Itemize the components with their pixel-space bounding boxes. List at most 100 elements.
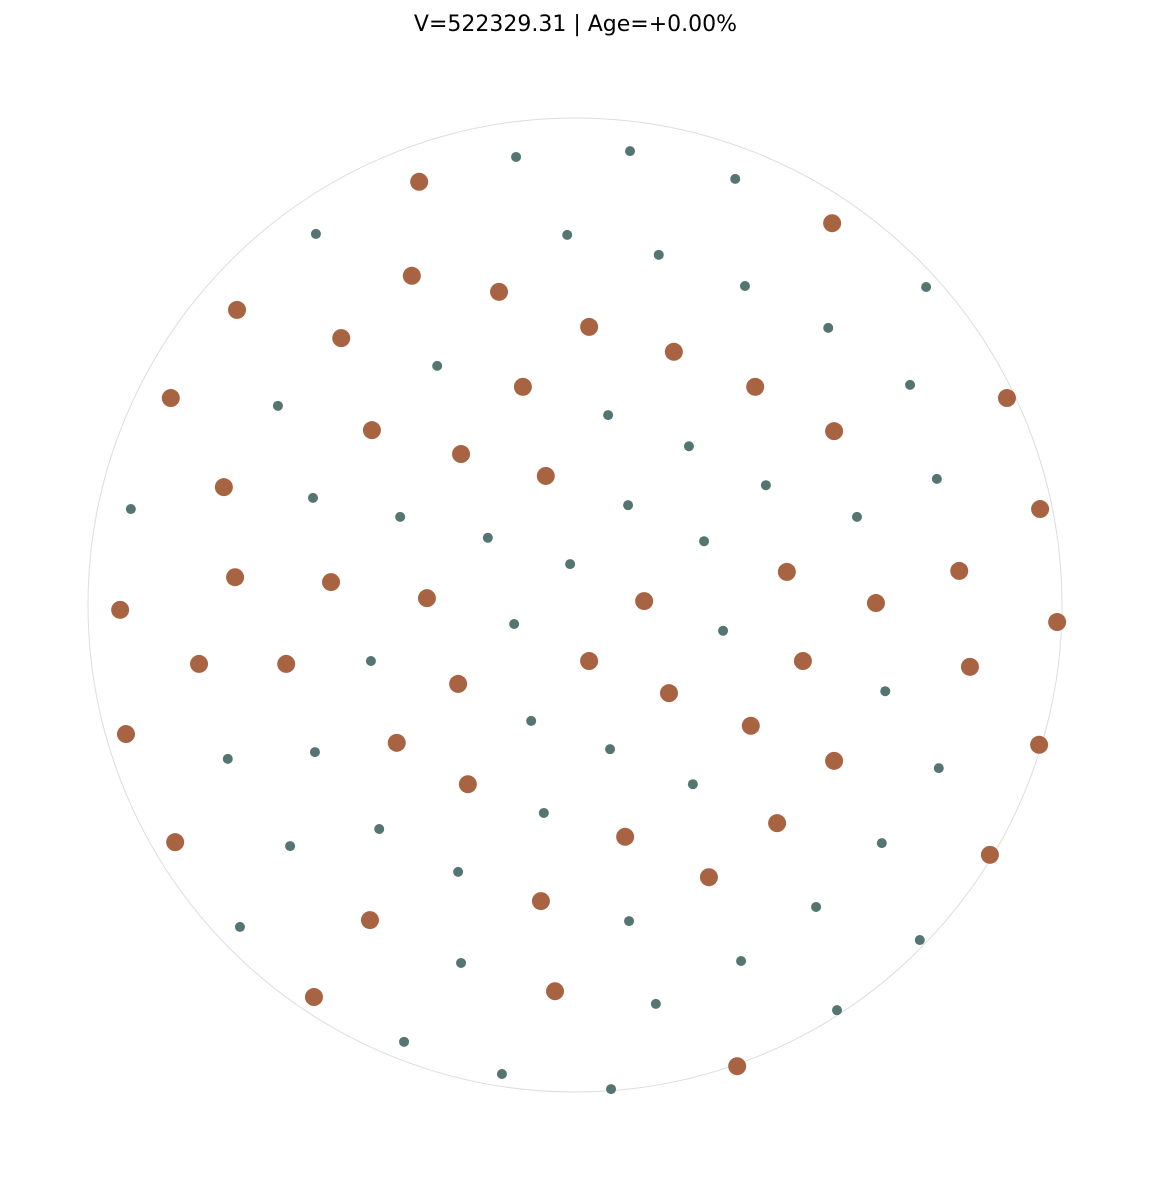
small-point bbox=[687, 779, 698, 790]
large-point bbox=[768, 814, 787, 833]
large-point bbox=[116, 725, 135, 744]
small-point bbox=[933, 763, 944, 774]
small-point bbox=[482, 532, 493, 543]
large-point bbox=[793, 652, 812, 671]
large-point bbox=[659, 684, 678, 703]
large-point bbox=[226, 568, 245, 587]
small-point bbox=[511, 151, 522, 162]
large-point bbox=[960, 657, 979, 676]
large-point bbox=[1048, 613, 1067, 632]
small-point bbox=[395, 511, 406, 522]
small-point bbox=[456, 957, 467, 968]
small-point bbox=[272, 400, 283, 411]
large-point bbox=[111, 600, 130, 619]
small-point bbox=[509, 618, 520, 629]
large-point bbox=[452, 445, 471, 464]
large-point bbox=[825, 751, 844, 770]
small-point bbox=[736, 955, 747, 966]
large-point bbox=[635, 592, 654, 611]
large-point bbox=[277, 654, 296, 673]
large-point bbox=[997, 389, 1016, 408]
large-point bbox=[304, 988, 323, 1007]
large-point bbox=[362, 421, 381, 440]
large-point bbox=[950, 561, 969, 580]
small-point bbox=[650, 998, 661, 1009]
small-point bbox=[222, 753, 233, 764]
small-point bbox=[876, 838, 887, 849]
small-point bbox=[603, 410, 614, 421]
large-point bbox=[777, 562, 796, 581]
large-point bbox=[664, 342, 683, 361]
large-point bbox=[387, 733, 406, 752]
small-point bbox=[285, 841, 296, 852]
large-point bbox=[410, 172, 429, 191]
large-point bbox=[546, 982, 565, 1001]
large-point bbox=[161, 389, 180, 408]
large-point bbox=[166, 833, 185, 852]
large-point bbox=[322, 573, 341, 592]
large-point bbox=[458, 775, 477, 794]
large-point bbox=[741, 716, 760, 735]
large-point bbox=[980, 845, 999, 864]
large-point bbox=[699, 868, 718, 887]
large-point bbox=[580, 652, 599, 671]
small-point bbox=[760, 480, 771, 491]
small-point bbox=[125, 504, 136, 515]
small-point bbox=[309, 747, 320, 758]
small-point bbox=[526, 715, 537, 726]
boundary-circle bbox=[87, 117, 1063, 1093]
large-point bbox=[531, 892, 550, 911]
small-point bbox=[880, 686, 891, 697]
large-point bbox=[866, 594, 885, 613]
large-point bbox=[823, 214, 842, 233]
small-point bbox=[496, 1068, 507, 1079]
small-point bbox=[921, 281, 932, 292]
small-point bbox=[718, 625, 729, 636]
small-point bbox=[625, 146, 636, 157]
large-point bbox=[214, 478, 233, 497]
small-point bbox=[914, 935, 925, 946]
large-point bbox=[513, 377, 532, 396]
large-point bbox=[728, 1057, 747, 1076]
large-point bbox=[1030, 735, 1049, 754]
small-point bbox=[374, 824, 385, 835]
small-point bbox=[739, 281, 750, 292]
large-point bbox=[190, 654, 209, 673]
small-point bbox=[851, 511, 862, 522]
small-point bbox=[365, 656, 376, 667]
large-point bbox=[616, 827, 635, 846]
small-point bbox=[653, 249, 664, 260]
large-point bbox=[825, 422, 844, 441]
large-point bbox=[580, 317, 599, 336]
large-point bbox=[449, 674, 468, 693]
small-point bbox=[624, 916, 635, 927]
small-point bbox=[565, 559, 576, 570]
large-point bbox=[1031, 500, 1050, 519]
small-point bbox=[832, 1005, 843, 1016]
small-point bbox=[453, 866, 464, 877]
small-point bbox=[931, 473, 942, 484]
small-point bbox=[699, 536, 710, 547]
large-point bbox=[332, 329, 351, 348]
small-point bbox=[605, 744, 616, 755]
points-layer bbox=[111, 146, 1067, 1095]
large-point bbox=[536, 466, 555, 485]
small-point bbox=[905, 379, 916, 390]
large-point bbox=[360, 911, 379, 930]
small-point bbox=[307, 492, 318, 503]
small-point bbox=[432, 360, 443, 371]
small-point bbox=[823, 322, 834, 333]
large-point bbox=[402, 266, 421, 285]
small-point bbox=[730, 173, 741, 184]
small-point bbox=[538, 807, 549, 818]
large-point bbox=[228, 300, 247, 319]
small-point bbox=[562, 229, 573, 240]
small-point bbox=[234, 921, 245, 932]
small-point bbox=[683, 441, 694, 452]
small-point bbox=[399, 1036, 410, 1047]
small-point bbox=[606, 1084, 617, 1095]
large-point bbox=[490, 282, 509, 301]
large-point bbox=[417, 589, 436, 608]
small-point bbox=[811, 901, 822, 912]
